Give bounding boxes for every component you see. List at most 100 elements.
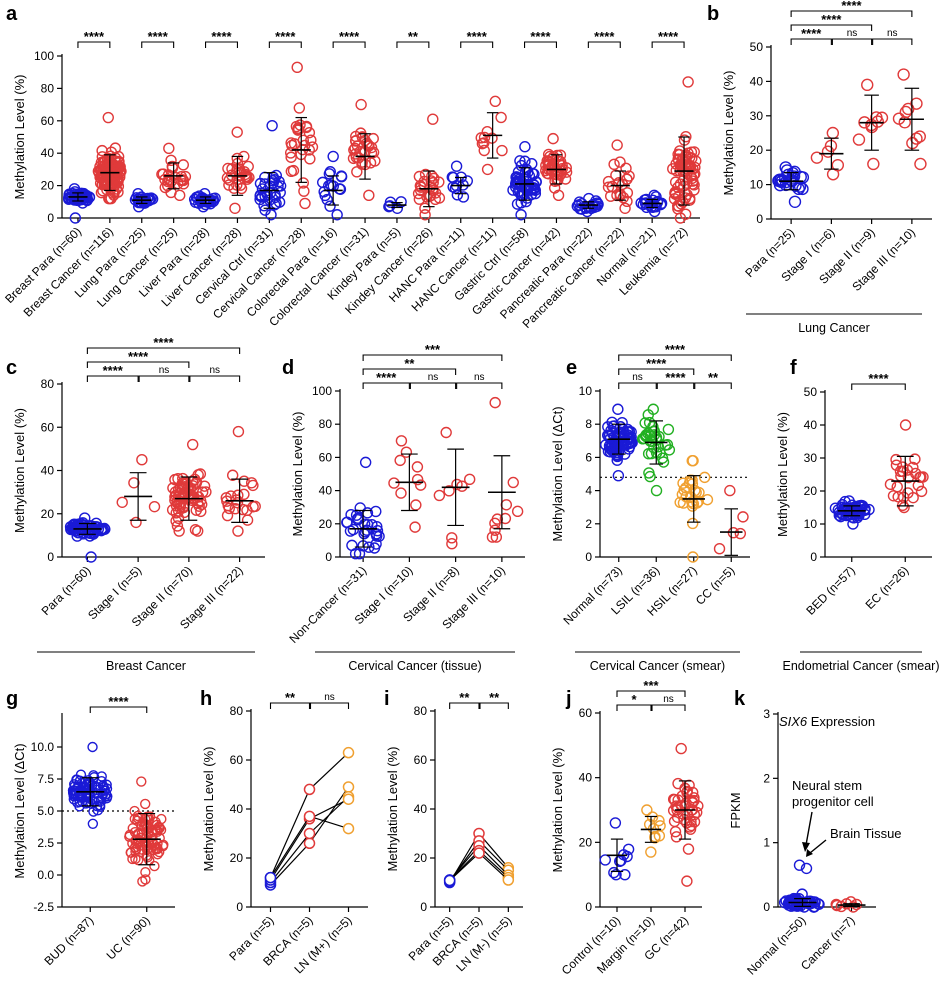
data-point <box>788 165 801 179</box>
panel-letter-b: b <box>707 3 719 25</box>
significance-bracket <box>396 41 430 48</box>
significance-label: **** <box>665 342 686 357</box>
significance-bracket <box>656 382 695 389</box>
data-point <box>84 789 95 801</box>
data-point <box>356 158 368 170</box>
data-point <box>331 209 343 221</box>
data-point <box>303 837 316 850</box>
data-point <box>625 426 637 438</box>
y-tick-label: 0 <box>47 550 54 564</box>
significance-label: ns <box>632 372 643 383</box>
data-point <box>293 102 306 114</box>
y-tick-label: 20 <box>41 179 55 193</box>
significance-label: **** <box>646 356 667 371</box>
y-axis-label: Methylation Level (ΔCt) <box>12 743 27 878</box>
y-tick-label: 1 <box>763 836 770 850</box>
data-point <box>112 180 125 192</box>
data-point <box>810 151 824 164</box>
panel-e: e 0 2 4 6 8 10 Methylation Level (ΔCt) Normal (n… <box>550 342 750 673</box>
y-tick-label: 20 <box>750 143 764 157</box>
y-tick-label: 60 <box>41 114 55 128</box>
panel-letter-d: d <box>282 357 294 379</box>
panel-g: g -2.5 0.0 2.5 5.0 7.5 10.0 Methylation Level (… <box>6 688 175 968</box>
data-point <box>354 502 366 514</box>
data-point <box>259 204 271 216</box>
data-point <box>611 454 623 466</box>
data-point <box>676 488 689 501</box>
data-point <box>366 518 378 531</box>
data-point <box>571 200 583 212</box>
chart-title: SIX6 Expression <box>779 714 875 729</box>
data-point <box>324 200 336 212</box>
data-point <box>608 866 620 879</box>
data-point <box>884 478 897 491</box>
data-point <box>653 814 665 827</box>
annotation-label: Neural stem <box>792 778 862 793</box>
data-point <box>559 173 572 185</box>
data-point <box>507 476 519 489</box>
significance-bracket <box>362 354 503 361</box>
y-tick-label: 10.0 <box>31 740 55 754</box>
significance-label: ** <box>489 690 500 705</box>
data-point <box>102 111 114 124</box>
data-point <box>520 171 532 184</box>
data-point <box>99 785 111 796</box>
data-point <box>688 179 700 191</box>
data-point <box>473 847 485 859</box>
data-point <box>793 859 806 871</box>
data-point <box>689 161 701 174</box>
data-point <box>548 182 561 194</box>
data-point <box>159 181 171 194</box>
significance-label: **** <box>841 0 862 13</box>
data-point <box>234 169 246 181</box>
panel-letter-e: e <box>566 357 577 379</box>
data-point <box>298 185 310 197</box>
data-point <box>72 524 84 537</box>
data-point <box>171 520 184 532</box>
annotation-arrow <box>809 839 827 854</box>
data-point <box>675 742 687 755</box>
data-point <box>166 160 178 173</box>
significance-bracket <box>77 41 111 48</box>
data-point <box>291 61 303 74</box>
data-point <box>519 155 531 167</box>
data-point <box>190 477 202 490</box>
data-point <box>169 171 182 184</box>
data-point <box>478 144 490 157</box>
y-tick-label: 60 <box>41 420 55 434</box>
data-point <box>839 495 851 508</box>
significance-bracket <box>86 361 190 368</box>
data-point <box>287 164 300 177</box>
panel-letter-k: k <box>734 688 746 710</box>
data-point <box>395 435 408 447</box>
data-point <box>427 184 439 197</box>
data-point <box>478 131 491 144</box>
data-point <box>686 496 698 508</box>
y-axis-label: Methylation Level (ΔCt) <box>550 406 565 541</box>
significance-bracket <box>409 382 457 389</box>
y-tick-label: 60 <box>319 450 333 464</box>
data-point <box>220 492 232 504</box>
data-point <box>446 532 458 544</box>
data-point <box>355 98 367 111</box>
significance-bracket <box>618 368 695 375</box>
data-point <box>443 874 456 887</box>
y-tick-label: 80 <box>41 81 55 95</box>
data-point <box>292 122 304 134</box>
significance-label: ns <box>209 365 220 376</box>
annotation-arrow <box>805 811 813 846</box>
panel-letter-i: i <box>384 688 390 710</box>
y-tick-label: 80 <box>414 704 428 718</box>
data-point <box>450 160 463 172</box>
data-point <box>317 176 329 189</box>
data-point <box>917 471 929 483</box>
y-tick-label: 40 <box>319 484 333 498</box>
annotation-label: progenitor cell <box>792 794 874 809</box>
data-point <box>165 154 177 167</box>
data-point <box>734 527 747 540</box>
panel-letter-j: j <box>565 688 572 710</box>
data-point <box>140 867 151 878</box>
panel-j: j 0 20 40 60 Methylation Level (%) Control (n=… <box>550 678 704 978</box>
